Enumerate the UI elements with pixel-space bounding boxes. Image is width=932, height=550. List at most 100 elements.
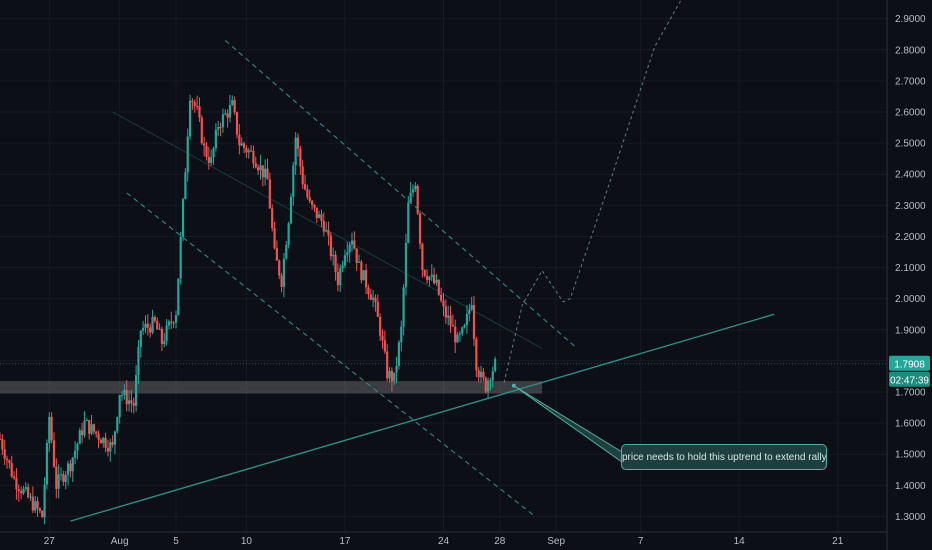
y-tick-label: 2.8000: [895, 45, 926, 56]
candle-body: [8, 460, 11, 464]
candle-body: [247, 150, 250, 153]
candle-body: [332, 255, 335, 257]
x-tick-label: 21: [832, 536, 844, 547]
candle-body: [88, 420, 91, 434]
channel-lower-line[interactable]: [126, 192, 536, 517]
candle-body: [336, 272, 340, 286]
candle-body: [95, 431, 98, 434]
candle-body: [170, 321, 173, 323]
candle-body: [416, 185, 419, 214]
candle-body: [198, 105, 201, 118]
candle-body: [12, 476, 16, 479]
candle-body: [203, 143, 206, 146]
candle-body: [472, 304, 476, 339]
candle-body: [482, 371, 485, 378]
time-axis[interactable]: 27 Aug 5 10 17 24 28 Sep 7 14 21: [44, 536, 844, 547]
candle-body: [313, 204, 316, 208]
candle-body: [271, 208, 274, 229]
candle-body: [104, 437, 107, 448]
candle-body: [423, 270, 426, 276]
candle-body: [320, 214, 323, 221]
candle-body: [425, 275, 429, 281]
candle-body: [221, 114, 225, 128]
candle-body: [165, 325, 168, 342]
candle-body: [233, 100, 236, 113]
candle-body: [310, 200, 314, 205]
candle-body: [475, 338, 478, 371]
candle-body: [1, 438, 4, 450]
candle-body: [325, 230, 328, 232]
y-tick-label: 2.0000: [895, 294, 926, 305]
candle-body: [125, 389, 128, 405]
candle-body: [440, 294, 443, 301]
candle-body: [113, 431, 117, 445]
x-tick-label: 28: [494, 536, 506, 547]
channel-inner-line[interactable]: [112, 111, 543, 349]
candle-body: [228, 104, 232, 118]
candle-body: [29, 496, 32, 498]
candle-body: [97, 433, 100, 440]
candle-body: [257, 167, 260, 171]
candle-body: [118, 395, 121, 418]
candle-body: [334, 255, 337, 273]
candle-body: [160, 328, 164, 344]
candle-body: [285, 244, 288, 259]
candle-body: [158, 328, 161, 330]
candle-body: [71, 457, 74, 472]
y-tick-label: 2.9000: [895, 14, 926, 25]
candle-body: [411, 189, 415, 193]
x-tick-label: 14: [734, 536, 746, 547]
candle-body: [76, 443, 79, 451]
candle-body: [461, 327, 464, 334]
candle-body: [280, 275, 283, 287]
candle-body: [235, 112, 239, 135]
candle-body: [188, 100, 192, 137]
candle-body: [50, 416, 53, 441]
projection-path[interactable]: [503, 0, 683, 383]
candle-body: [210, 157, 213, 163]
candle-body: [369, 294, 372, 300]
candle-body: [308, 197, 311, 201]
candle-body: [289, 196, 293, 224]
candle-body: [388, 370, 391, 379]
candle-body: [409, 192, 412, 203]
y-tick-label: 2.1000: [895, 263, 926, 274]
price-badges: 1.7908 02:47:39: [0, 355, 930, 387]
y-tick-label: 1.9000: [895, 325, 926, 336]
candle-body: [149, 327, 152, 333]
uptrend-line[interactable]: [70, 313, 775, 522]
candle-body: [181, 199, 185, 237]
candle-body: [34, 501, 37, 511]
candle-body: [395, 365, 398, 373]
candle-body: [64, 475, 67, 482]
support-zone[interactable]: [0, 381, 543, 394]
candle-body: [350, 240, 354, 245]
support-zone-rect[interactable]: [0, 381, 543, 394]
candle-body: [90, 424, 93, 434]
y-tick-label: 1.6000: [895, 419, 926, 430]
candle-body: [381, 335, 384, 341]
candle-body: [120, 395, 124, 397]
candle-body: [376, 302, 379, 317]
candle-body: [421, 243, 424, 271]
channel-top-line[interactable]: [224, 40, 578, 349]
candle-body: [404, 242, 408, 288]
x-tick-label: 24: [438, 536, 450, 547]
candle-body: [346, 252, 349, 256]
trend-lines[interactable]: [70, 0, 775, 522]
candle-body: [163, 341, 166, 344]
candle-body: [400, 326, 403, 343]
candle-body: [465, 314, 469, 326]
y-tick-label: 2.3000: [895, 201, 926, 212]
candle-body: [144, 323, 147, 328]
candle-body: [226, 113, 229, 118]
candle-body: [20, 491, 23, 494]
candle-body: [132, 403, 135, 406]
candle-body: [254, 163, 257, 168]
candle-body: [484, 377, 487, 392]
annotation-callout[interactable]: price needs to hold this uptrend to exte…: [621, 444, 827, 470]
candle-body: [447, 315, 450, 318]
candle-body: [418, 213, 422, 244]
candle-body: [123, 389, 126, 396]
